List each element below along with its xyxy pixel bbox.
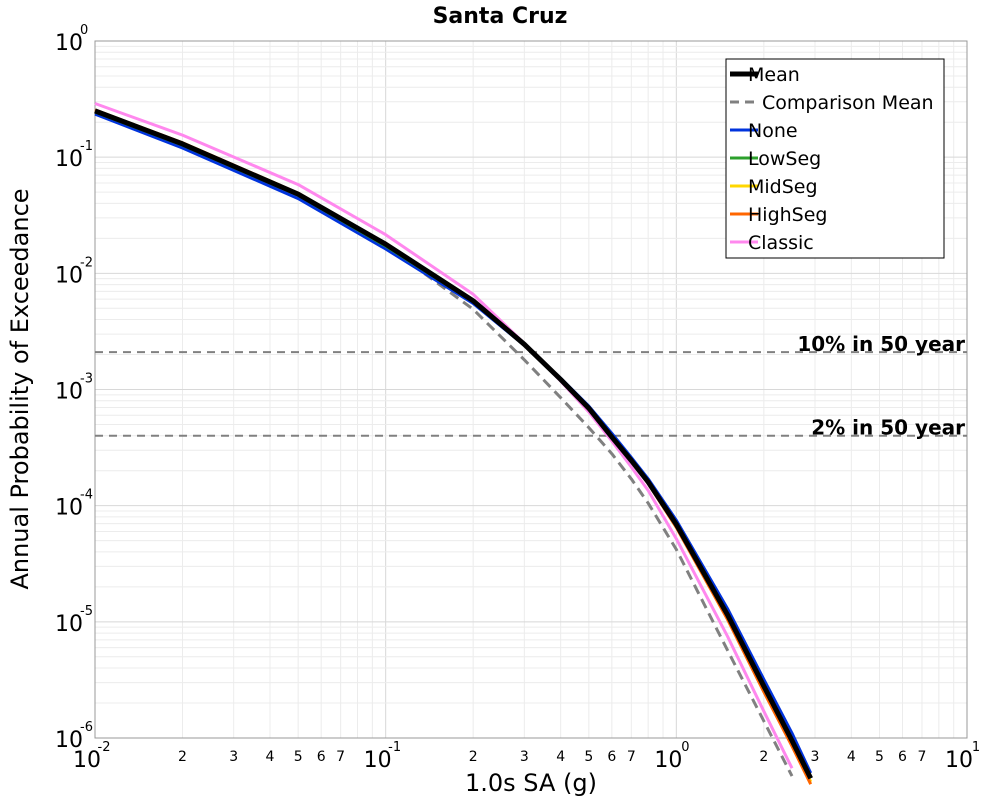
x-minor-tick-label: 6: [898, 749, 907, 765]
legend-label: Comparison Mean: [762, 92, 934, 114]
legend-label: HighSeg: [748, 204, 827, 226]
legend-label: Mean: [748, 64, 800, 86]
y-tick-label: 10: [55, 31, 83, 56]
x-tick-label: 10: [364, 748, 392, 773]
x-tick-label: 10: [654, 748, 682, 773]
y-tick-exponent: -3: [80, 372, 93, 387]
x-minor-tick-label: 7: [918, 749, 927, 765]
y-tick-label: 10: [55, 612, 83, 637]
y-tick-label: 10: [55, 496, 83, 521]
x-minor-tick-label: 2: [759, 749, 768, 765]
plot-area-frame: [94, 40, 968, 739]
chart-title: Santa Cruz: [433, 4, 568, 29]
x-tick-exponent: 0: [681, 740, 689, 755]
series-line-comparison-mean: [94, 111, 794, 777]
x-minor-tick-label: 7: [336, 749, 345, 765]
series-line-none: [94, 112, 813, 774]
y-tick-label: 10: [55, 380, 83, 405]
x-minor-tick-label: 3: [811, 749, 820, 765]
y-tick-label: 10: [55, 147, 83, 172]
x-minor-tick-label: 4: [266, 749, 275, 765]
reference-line-label: 2% in 50 year: [811, 416, 965, 440]
x-tick-label: 10: [945, 748, 973, 773]
legend-box: [725, 58, 945, 259]
x-tick-exponent: -1: [388, 740, 401, 755]
x-minor-tick-label: 2: [469, 749, 478, 765]
y-tick-exponent: -6: [80, 720, 93, 735]
y-axis-label: Annual Probability of Exceedance: [6, 188, 34, 589]
x-minor-tick-label: 3: [520, 749, 529, 765]
x-minor-tick-label: 7: [627, 749, 636, 765]
x-tick-label: 10: [73, 748, 101, 773]
y-tick-label: 10: [55, 728, 83, 753]
x-minor-tick-label: 5: [584, 749, 593, 765]
x-minor-tick-label: 4: [556, 749, 565, 765]
legend-label: LowSeg: [748, 148, 821, 170]
x-minor-tick-label: 4: [847, 749, 856, 765]
y-tick-label: 10: [55, 263, 83, 288]
legend-label: Classic: [748, 232, 814, 254]
y-tick-exponent: -5: [80, 604, 93, 619]
series-line-mean: [94, 108, 813, 780]
x-minor-tick-label: 2: [178, 749, 187, 765]
x-minor-tick-label: 6: [317, 749, 326, 765]
legend-label: MidSeg: [748, 176, 818, 198]
series-lines: [94, 102, 813, 785]
grid-lines: [94, 41, 967, 739]
x-minor-tick-label: 6: [607, 749, 616, 765]
series-line-midseg: [94, 109, 813, 783]
y-tick-exponent: 0: [80, 23, 88, 38]
y-tick-exponent: -4: [80, 488, 93, 503]
reference-line-label: 10% in 50 year: [797, 332, 965, 356]
x-minor-tick-label: 5: [294, 749, 303, 765]
legend-label: None: [748, 120, 798, 142]
x-minor-tick-label: 3: [229, 749, 238, 765]
series-line-lowseg: [94, 110, 813, 779]
legend: Mean Comparison Mean None LowSeg MidSeg HighS…: [725, 58, 945, 259]
x-tick-exponent: -2: [98, 740, 111, 755]
y-tick-exponent: -2: [80, 255, 93, 270]
y-tick-exponent: -1: [80, 139, 93, 154]
x-tick-exponent: 1: [972, 740, 980, 755]
x-axis-label: 1.0s SA (g): [465, 769, 597, 797]
x-minor-tick-label: 5: [875, 749, 884, 765]
